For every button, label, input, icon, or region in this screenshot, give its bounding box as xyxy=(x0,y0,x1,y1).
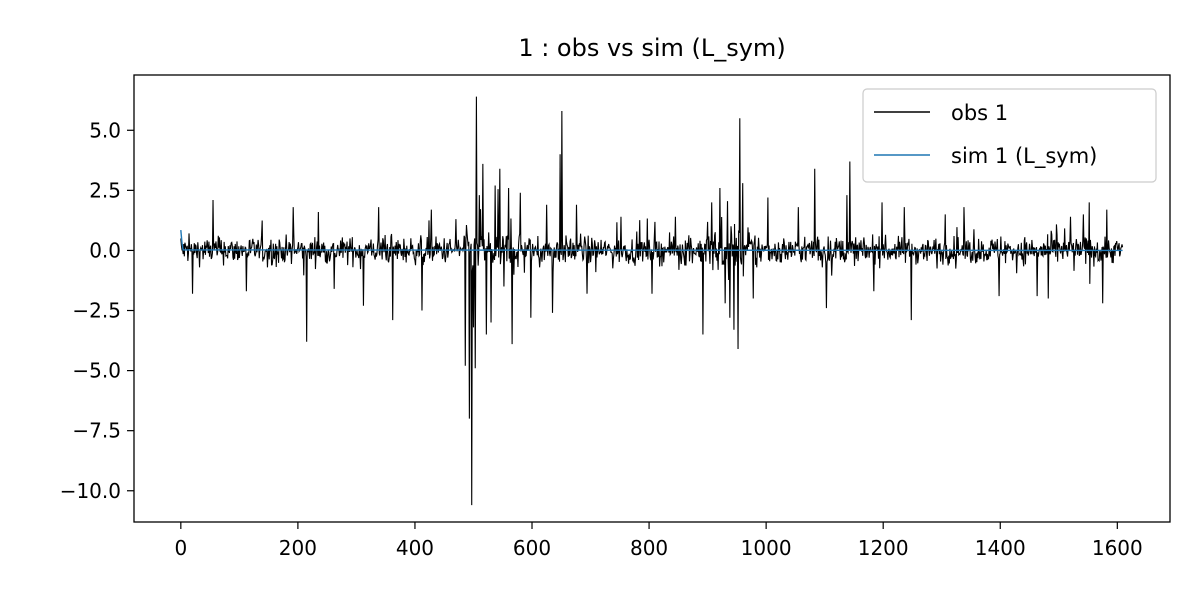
plot-area xyxy=(180,96,1124,506)
x-tick-label: 1200 xyxy=(858,536,909,560)
legend-label: obs 1 xyxy=(951,101,1008,125)
x-tick-label: 400 xyxy=(396,536,434,560)
x-tick-label: 1000 xyxy=(741,536,792,560)
axis-ticks: 0 200 400 600 800 1000 1200 1400 1600 5.0 2.5 0.0 −2… xyxy=(60,118,1143,560)
y-tick-label: −7.5 xyxy=(72,419,121,443)
x-tick-label: 200 xyxy=(279,536,317,560)
chart-title: 1 : obs vs sim (L_sym) xyxy=(518,34,785,62)
y-tick-label: −10.0 xyxy=(60,479,121,503)
legend-label: sim 1 (L_sym) xyxy=(951,144,1097,169)
legend: obs 1 sim 1 (L_sym) xyxy=(862,88,1157,183)
x-tick-label: 0 xyxy=(174,536,187,560)
legend-box xyxy=(862,88,1157,183)
x-tick-label: 800 xyxy=(630,536,668,560)
y-tick-label: −5.0 xyxy=(72,359,121,383)
y-tick-label: −2.5 xyxy=(72,299,121,323)
y-tick-label: 5.0 xyxy=(89,118,121,142)
x-tick-label: 1400 xyxy=(975,536,1026,560)
series-line-sim xyxy=(180,229,1123,252)
x-tick-label: 1600 xyxy=(1092,536,1143,560)
axes-frame xyxy=(133,74,1171,523)
y-tick-label: 2.5 xyxy=(89,178,121,202)
y-tick-label: 0.0 xyxy=(89,238,121,262)
x-tick-label: 600 xyxy=(513,536,551,560)
